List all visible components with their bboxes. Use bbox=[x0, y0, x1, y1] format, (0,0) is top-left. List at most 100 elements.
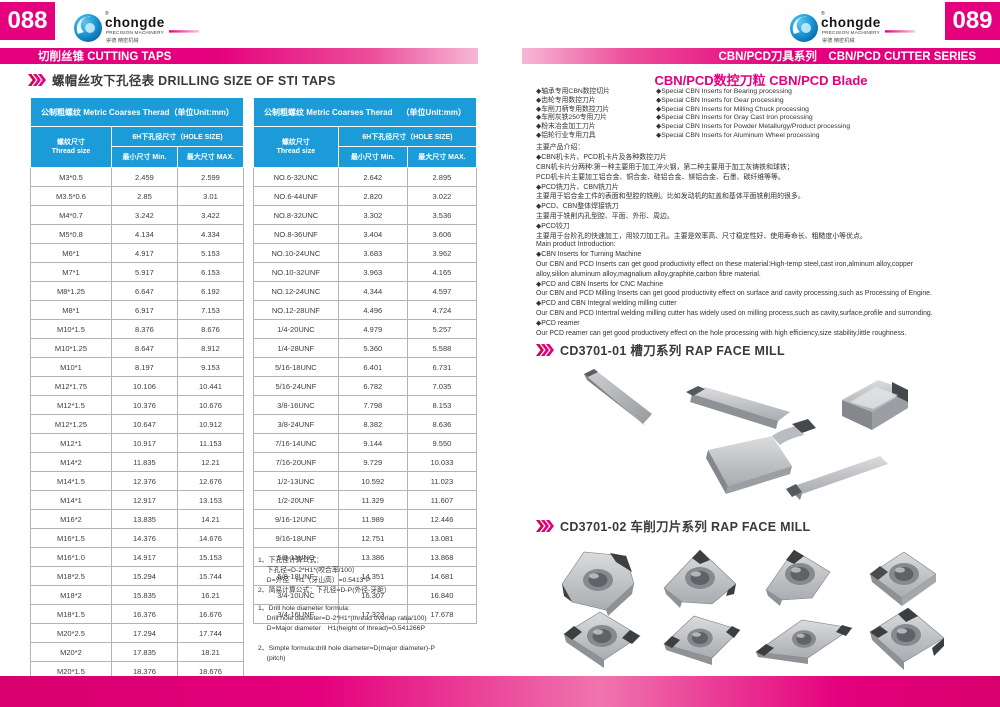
formula-notes-zh: 1、下孔径计算公式： 下孔径=D-2*H1*(咬合率/100） D=外径 H1（… bbox=[258, 556, 493, 596]
col-header-thread-zh: 螺纹尺寸 bbox=[56, 138, 85, 146]
table-cell: M10*1.5 bbox=[30, 319, 112, 339]
table-row: 7/16-20UNF 9.729 10.033 bbox=[253, 452, 478, 472]
table-cell: 11.329 bbox=[337, 490, 408, 510]
table-cell: 13.081 bbox=[406, 528, 478, 548]
text-line: ◆Special CBN Inserts for Bearing process… bbox=[656, 88, 792, 95]
table-cell: 3.01 bbox=[176, 186, 245, 206]
table-cell: M12*1.25 bbox=[30, 414, 112, 434]
table-row: M18*2.5 15.294 15.744 bbox=[30, 566, 245, 586]
table-cell: M16*1.5 bbox=[30, 528, 112, 548]
table-cell: 5.153 bbox=[176, 243, 245, 263]
text-line: 1、下孔径计算公式： bbox=[258, 557, 323, 564]
table-cell: 12.21 bbox=[176, 452, 245, 472]
brand-zh: 崇德 精密机械 bbox=[822, 36, 855, 44]
table-row: M20*2.5 17.294 17.744 bbox=[30, 623, 245, 643]
text-line: ◆铝轮行业专用刀具 bbox=[536, 131, 596, 139]
col-header-hole: 6H下孔径尺寸（HOLE SIZE) bbox=[337, 126, 478, 147]
registered-mark: ® bbox=[821, 10, 825, 17]
text-line: ◆Special CBN Inserts for Milling Chuck p… bbox=[656, 105, 809, 113]
table-cell: 15.744 bbox=[176, 566, 245, 586]
table-cell: 9/16-12UNC bbox=[253, 509, 339, 529]
table-cell: 14.376 bbox=[110, 528, 178, 548]
table-cell: NO.12-24UNC bbox=[253, 281, 339, 301]
table-cell: 12.676 bbox=[176, 471, 245, 491]
text-line: ◆CBN Inserts for Turning Machine bbox=[536, 250, 642, 258]
table-cell: 5/16-18UNC bbox=[253, 357, 339, 377]
insert-square bbox=[869, 551, 937, 606]
text-line: D=Major diameter H1(height of thread)=0.… bbox=[258, 625, 425, 632]
text-line: Our CBN and PCD Milling Inserts can get … bbox=[536, 290, 932, 298]
text-line: Drill hole diameter=D-2*H1*(thread overl… bbox=[258, 615, 427, 622]
left-section-title: 螺帽丝攻下孔径表 DRILLING SIZE OF STI TAPS bbox=[52, 74, 336, 88]
table-cell: M12*1.75 bbox=[30, 376, 112, 396]
table-row: M10*1.25 8.647 8.912 bbox=[30, 338, 245, 358]
table-cell: 17.294 bbox=[110, 623, 178, 643]
table-cell: 4.979 bbox=[337, 319, 408, 339]
table-row: M18*2 15.835 16.21 bbox=[30, 585, 245, 605]
table-cell: 16.676 bbox=[176, 604, 245, 624]
tool-cleaver bbox=[706, 419, 816, 494]
table-cell: 3.962 bbox=[406, 243, 478, 263]
insert-triangle bbox=[663, 549, 737, 608]
table-cell: 7/16-14UNC bbox=[253, 433, 339, 453]
insert-square-corners-2 bbox=[869, 607, 945, 670]
triple-chevron-icon bbox=[536, 519, 554, 532]
table-cell: 18.21 bbox=[176, 642, 245, 662]
text-line: Our CBN and PCD Inserts can get good pro… bbox=[536, 260, 913, 268]
text-line: 主要产品介绍： bbox=[536, 144, 585, 151]
insert-square-corners bbox=[563, 611, 641, 668]
table-cell: 10.592 bbox=[337, 471, 408, 491]
table-cell: 10.676 bbox=[176, 395, 245, 415]
text-line: CBN机卡片分两种:第一种主要用于加工淬火钢，第二种主要用于加工灰铸铁和球铁； bbox=[536, 163, 794, 171]
brand-wordmark: chongde bbox=[821, 15, 881, 30]
table-cell: NO.10-24UNC bbox=[253, 243, 339, 263]
footer-bar bbox=[0, 676, 1000, 707]
table-cell: 5.257 bbox=[406, 319, 478, 339]
tool-block bbox=[842, 380, 908, 430]
table-cell: 8.676 bbox=[176, 319, 245, 339]
features-zh: ◆轴承专用CBN数控切片 ◆齿轮专用数控刀片 ◆车削刀柄专用数控刀片 ◆车削灰铁250… bbox=[536, 88, 644, 141]
table-cell: 4.496 bbox=[337, 300, 408, 320]
table-cell: M7*1 bbox=[30, 262, 112, 282]
table-cell: M3.5*0.6 bbox=[30, 186, 112, 206]
text-line: 1、Drill hole diameter formula: bbox=[258, 605, 350, 612]
table-cell: 3.683 bbox=[337, 243, 408, 263]
tool-flat-blade bbox=[584, 369, 652, 426]
table-cell: 9.729 bbox=[337, 452, 408, 472]
table-cell: 12.446 bbox=[406, 509, 478, 529]
tool-bar bbox=[786, 456, 888, 500]
table-cell: 12.751 bbox=[337, 528, 408, 548]
table-row: 3/4-10UNC 16.307 16.840 bbox=[253, 585, 478, 605]
unified-table-body: NO.6-32UNC 2.642 2.895 NO.6-44UNF 2.820 3.022… bbox=[253, 167, 478, 624]
table-cell: 3.422 bbox=[176, 205, 245, 225]
table-cell: M4*0.7 bbox=[30, 205, 112, 225]
table-cell: 3.404 bbox=[337, 224, 408, 244]
tool-turning-bar bbox=[686, 386, 790, 429]
table-cell: 13.153 bbox=[176, 490, 245, 510]
table-row: M5*0.8 4.134 4.334 bbox=[30, 224, 245, 244]
formula-notes: 1、下孔径计算公式： 下孔径=D-2*H1*(咬合率/100） D=外径 H1（… bbox=[258, 556, 493, 664]
triple-chevron-icon bbox=[536, 343, 554, 356]
brand-logo: ® chongde PRECISION MACHINERY 崇德 精密机械 bbox=[790, 10, 915, 44]
table-cell: 17.678 bbox=[406, 604, 478, 624]
text-line: ◆车削灰铁250专用刀片 bbox=[536, 114, 607, 122]
table-cell: 5.360 bbox=[337, 338, 408, 358]
table-row: M4*0.7 3.242 3.422 bbox=[30, 205, 245, 225]
table-cell: M14*1.5 bbox=[30, 471, 112, 491]
col-header-max: 最大尺寸 MAX. bbox=[176, 146, 245, 168]
table-row: M10*1.5 8.376 8.676 bbox=[30, 319, 245, 339]
col-header-min: 最小尺寸 Min. bbox=[337, 146, 408, 168]
table-cell: 3.022 bbox=[406, 186, 478, 206]
table-cell: 3.536 bbox=[406, 205, 478, 225]
text-line: D=外径 H1（牙山高）=0.5413*P bbox=[258, 577, 371, 584]
banner-cbn-pcd-series: CBN/PCD刀具系列 CBN/PCD CUTTER SERIES bbox=[522, 48, 1000, 64]
brand-logo: ® chongde PRECISION MACHINERY 崇德 精密机械 bbox=[74, 10, 199, 44]
table-cell: 6.731 bbox=[406, 357, 478, 377]
table-cell: 6.782 bbox=[337, 376, 408, 396]
col-header-thread-zh: 螺纹尺寸 bbox=[281, 138, 310, 146]
table-cell: 2.459 bbox=[110, 167, 178, 187]
table-cell: 11.989 bbox=[337, 509, 408, 529]
text-line: 主要用于台阶孔的快速加工，用铰刀加工孔。主要是效率高、尺寸稳定性好、使用寿命长、… bbox=[536, 233, 867, 241]
text-line: Main product Introduction: bbox=[536, 241, 616, 248]
table-cell: 4.917 bbox=[110, 243, 178, 263]
